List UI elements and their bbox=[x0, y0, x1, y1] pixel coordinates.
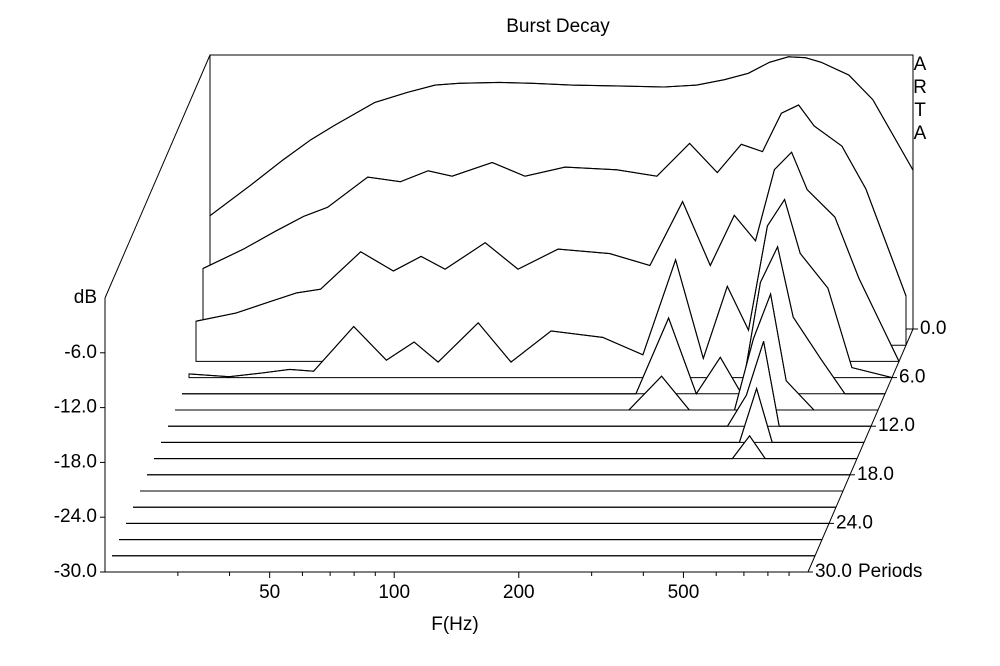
z-tick-label: 24.0 bbox=[836, 512, 873, 533]
y-tick-label: -24.0 bbox=[54, 506, 97, 527]
z-tick-label: 30.0 bbox=[815, 561, 852, 582]
z-tick-label: 0.0 bbox=[920, 318, 946, 339]
x-tick-label: 50 bbox=[259, 582, 280, 603]
slice-line bbox=[154, 434, 857, 460]
chart-title: Burst Decay bbox=[506, 16, 610, 37]
y-tick-label: -6.0 bbox=[64, 342, 97, 363]
slice-line bbox=[209, 56, 914, 217]
y-tick-label: -30.0 bbox=[54, 561, 97, 582]
y-axis-label: dB bbox=[74, 287, 97, 308]
z-tick-label: 6.0 bbox=[899, 367, 925, 388]
slice-line bbox=[182, 245, 885, 396]
x-tick-label: 500 bbox=[668, 582, 700, 603]
x-tick-label: 100 bbox=[378, 582, 410, 603]
y-tick-label: -12.0 bbox=[54, 397, 97, 418]
x-tick-label: 200 bbox=[503, 582, 535, 603]
z-axis bbox=[807, 328, 914, 573]
z-axis-label: Periods bbox=[858, 561, 922, 582]
slice-line bbox=[168, 341, 871, 427]
slice-line bbox=[175, 291, 878, 411]
z-tick-label: 18.0 bbox=[857, 464, 894, 485]
slice-line bbox=[202, 104, 907, 297]
slice-line bbox=[161, 386, 864, 443]
slice-line bbox=[188, 198, 893, 379]
x-axis-label: F(Hz) bbox=[431, 614, 478, 635]
top-depth-edge bbox=[104, 54, 211, 299]
y-tick-label: -18.0 bbox=[54, 451, 97, 472]
z-tick-label: 12.0 bbox=[878, 415, 915, 436]
slice-line bbox=[195, 151, 900, 362]
